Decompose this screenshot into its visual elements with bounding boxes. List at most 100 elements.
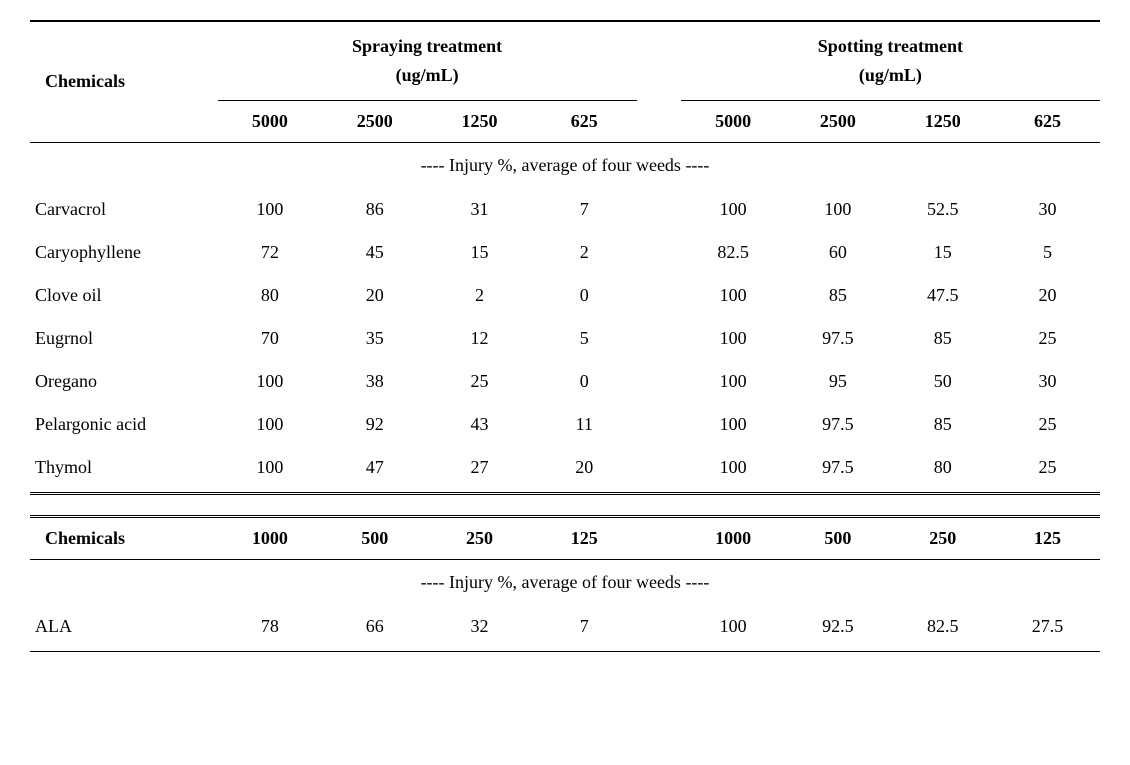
cell-value: 92 bbox=[322, 403, 427, 446]
gap-cell bbox=[637, 188, 681, 231]
cell-value: 15 bbox=[890, 231, 995, 274]
gap-cell bbox=[637, 360, 681, 403]
table-row: Eugrnol703512510097.58525 bbox=[30, 317, 1100, 360]
cell-value: 25 bbox=[995, 446, 1100, 489]
chemical-name: Caryophyllene bbox=[30, 231, 218, 274]
cell-value: 97.5 bbox=[786, 403, 891, 446]
conc-spot-2: 1250 bbox=[890, 100, 995, 142]
cell-value: 0 bbox=[532, 360, 637, 403]
conc-spot-1: 2500 bbox=[786, 100, 891, 142]
cell-value: 97.5 bbox=[786, 317, 891, 360]
chemical-name: Carvacrol bbox=[30, 188, 218, 231]
conc2-spot-1: 500 bbox=[786, 517, 891, 560]
cell-value: 20 bbox=[532, 446, 637, 489]
cell-value: 25 bbox=[995, 317, 1100, 360]
cell-value: 43 bbox=[427, 403, 532, 446]
cell-value: 5 bbox=[532, 317, 637, 360]
chemical-name: Pelargonic acid bbox=[30, 403, 218, 446]
gap-cell bbox=[637, 317, 681, 360]
cell-value: 20 bbox=[995, 274, 1100, 317]
conc-spot-3: 625 bbox=[995, 100, 1100, 142]
cell-value: 100 bbox=[218, 188, 323, 231]
header-chemicals: Chemicals bbox=[30, 21, 218, 142]
cell-value: 85 bbox=[786, 274, 891, 317]
cell-value: 85 bbox=[890, 317, 995, 360]
conc2-spray-0: 1000 bbox=[218, 517, 323, 560]
cell-value: 80 bbox=[890, 446, 995, 489]
table-row: Carvacrol1008631710010052.530 bbox=[30, 188, 1100, 231]
injury-label-2: ---- Injury %, average of four weeds ---… bbox=[30, 560, 1100, 606]
chemical-name: Thymol bbox=[30, 446, 218, 489]
conc2-spray-3: 125 bbox=[532, 517, 637, 560]
cell-value: 72 bbox=[218, 231, 323, 274]
table-row: Caryophyllene724515282.560155 bbox=[30, 231, 1100, 274]
gap-cell bbox=[637, 605, 681, 648]
table-row: Clove oil8020201008547.520 bbox=[30, 274, 1100, 317]
conc-spray-0: 5000 bbox=[218, 100, 323, 142]
cell-value: 47.5 bbox=[890, 274, 995, 317]
cell-value: 70 bbox=[218, 317, 323, 360]
cell-value: 100 bbox=[681, 188, 786, 231]
cell-value: 78 bbox=[218, 605, 323, 648]
cell-value: 47 bbox=[322, 446, 427, 489]
table-row: Thymol10047272010097.58025 bbox=[30, 446, 1100, 489]
conc-spray-2: 1250 bbox=[427, 100, 532, 142]
cell-value: 25 bbox=[427, 360, 532, 403]
gap-cell bbox=[637, 274, 681, 317]
cell-value: 60 bbox=[786, 231, 891, 274]
gap-cell bbox=[637, 446, 681, 489]
cell-value: 15 bbox=[427, 231, 532, 274]
cell-value: 100 bbox=[218, 360, 323, 403]
conc2-spray-2: 250 bbox=[427, 517, 532, 560]
data-table-container: Chemicals Spraying treatment (ug/mL) Spo… bbox=[30, 20, 1100, 652]
header-spotting: Spotting treatment (ug/mL) bbox=[681, 21, 1100, 100]
cell-value: 32 bbox=[427, 605, 532, 648]
cell-value: 66 bbox=[322, 605, 427, 648]
cell-value: 100 bbox=[218, 403, 323, 446]
cell-value: 27.5 bbox=[995, 605, 1100, 648]
cell-value: 45 bbox=[322, 231, 427, 274]
cell-value: 50 bbox=[890, 360, 995, 403]
cell-value: 82.5 bbox=[890, 605, 995, 648]
cell-value: 7 bbox=[532, 605, 637, 648]
spraying-label-line1: Spraying treatment bbox=[352, 36, 502, 56]
conc2-spot-0: 1000 bbox=[681, 517, 786, 560]
chemical-name: ALA bbox=[30, 605, 218, 648]
cell-value: 0 bbox=[532, 274, 637, 317]
conc-spray-1: 2500 bbox=[322, 100, 427, 142]
cell-value: 52.5 bbox=[890, 188, 995, 231]
conc-spot-0: 5000 bbox=[681, 100, 786, 142]
cell-value: 80 bbox=[218, 274, 323, 317]
cell-value: 27 bbox=[427, 446, 532, 489]
section1-body: Carvacrol1008631710010052.530Caryophylle… bbox=[30, 188, 1100, 489]
cell-value: 82.5 bbox=[681, 231, 786, 274]
cell-value: 2 bbox=[427, 274, 532, 317]
cell-value: 92.5 bbox=[786, 605, 891, 648]
section-gap bbox=[30, 494, 1100, 516]
cell-value: 100 bbox=[681, 605, 786, 648]
data-table: Chemicals Spraying treatment (ug/mL) Spo… bbox=[30, 20, 1100, 652]
cell-value: 100 bbox=[681, 446, 786, 489]
header-chemicals-2: Chemicals bbox=[30, 517, 218, 560]
spotting-label-line2: (ug/mL) bbox=[859, 65, 922, 85]
chemical-name: Eugrnol bbox=[30, 317, 218, 360]
cell-value: 100 bbox=[681, 274, 786, 317]
cell-value: 100 bbox=[218, 446, 323, 489]
cell-value: 25 bbox=[995, 403, 1100, 446]
cell-value: 20 bbox=[322, 274, 427, 317]
chemical-name: Oregano bbox=[30, 360, 218, 403]
cell-value: 12 bbox=[427, 317, 532, 360]
gap-cell bbox=[637, 231, 681, 274]
gap-cell bbox=[637, 403, 681, 446]
conc-spray-3: 625 bbox=[532, 100, 637, 142]
conc2-spray-1: 500 bbox=[322, 517, 427, 560]
cell-value: 2 bbox=[532, 231, 637, 274]
cell-value: 100 bbox=[681, 403, 786, 446]
conc2-spot-3: 125 bbox=[995, 517, 1100, 560]
spotting-label-line1: Spotting treatment bbox=[818, 36, 963, 56]
cell-value: 31 bbox=[427, 188, 532, 231]
table-row: ALA7866327 10092.582.527.5 bbox=[30, 605, 1100, 648]
cell-value: 100 bbox=[681, 360, 786, 403]
cell-value: 35 bbox=[322, 317, 427, 360]
spraying-label-line2: (ug/mL) bbox=[396, 65, 459, 85]
